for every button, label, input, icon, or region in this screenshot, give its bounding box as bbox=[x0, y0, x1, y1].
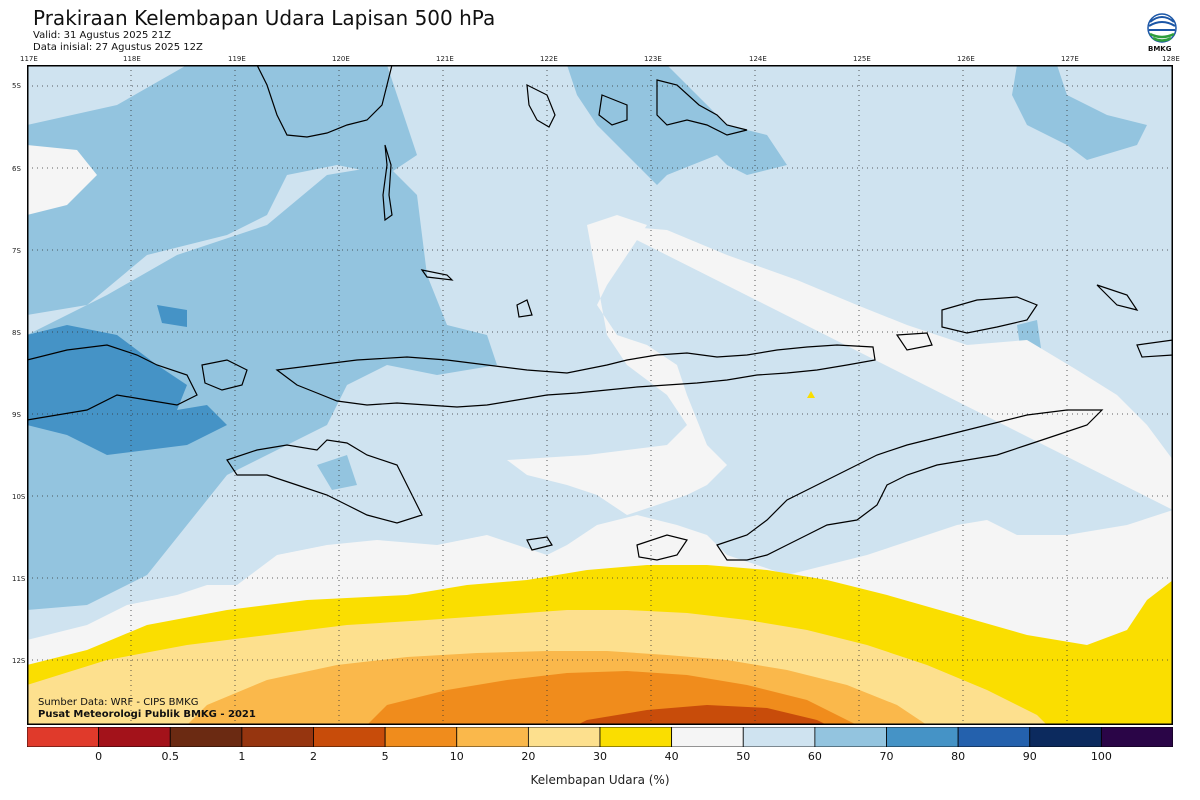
colorbar-tick-label: 100 bbox=[1090, 750, 1112, 763]
colorbar-tick-label: 0 bbox=[95, 750, 103, 763]
humidity-zone-60-70 bbox=[1012, 65, 1147, 160]
timor-island bbox=[716, 409, 1104, 561]
lat-label: 11S bbox=[12, 575, 26, 583]
lon-label: 128E bbox=[1162, 55, 1180, 63]
colorbar-swatch bbox=[742, 727, 816, 747]
lat-label: 8S bbox=[12, 329, 21, 337]
humidity-zone-40-50 bbox=[27, 145, 97, 215]
colorbar-tick-label: 80 bbox=[951, 750, 966, 763]
grid-lines bbox=[27, 65, 1173, 725]
alor-island bbox=[895, 332, 933, 351]
colorbar-tick-label: 70 bbox=[879, 750, 894, 763]
lat-label: 7S bbox=[12, 247, 21, 255]
colorbar-swatch bbox=[384, 727, 458, 747]
colorbar-tick-label: 30 bbox=[593, 750, 607, 763]
colorbar-swatch bbox=[169, 727, 243, 747]
marker-triangle bbox=[807, 391, 815, 398]
colorbar-tick-label: 50 bbox=[736, 750, 751, 763]
lat-label: 6S bbox=[12, 165, 21, 173]
colorbar-tick-label: 90 bbox=[1022, 750, 1037, 763]
org-credit: Pusat Meteorologi Publik BMKG - 2021 bbox=[38, 709, 256, 720]
lon-label: 122E bbox=[540, 55, 558, 63]
small-islands bbox=[420, 269, 1173, 358]
lat-label: 9S bbox=[12, 411, 21, 419]
colorbar-tick-label: 10 bbox=[449, 750, 464, 763]
colorbar-swatch bbox=[313, 727, 386, 747]
colorbar-swatch bbox=[527, 727, 601, 747]
lon-label: 117E bbox=[20, 55, 38, 63]
coastlines bbox=[27, 65, 1173, 561]
map-frame bbox=[27, 65, 1173, 725]
lon-label: 120E bbox=[332, 55, 350, 63]
colorbar-swatch bbox=[599, 727, 673, 747]
init-time: Data inisial: 27 Agustus 2025 12Z bbox=[33, 42, 203, 53]
humidity-zone-70-80 bbox=[27, 325, 227, 455]
source-credit: Sumber Data: WRF - CIPS BMKG bbox=[38, 697, 199, 708]
humidity-zone-60-70 bbox=[27, 65, 417, 315]
colorbar bbox=[27, 727, 1173, 747]
lon-label: 118E bbox=[123, 55, 141, 63]
lon-label: 123E bbox=[644, 55, 662, 63]
colorbar-swatch bbox=[27, 727, 100, 747]
lon-label: 124E bbox=[749, 55, 767, 63]
colorbar-swatch bbox=[241, 727, 314, 747]
map-title: Prakiraan Kelembapan Udara Lapisan 500 h… bbox=[33, 6, 496, 30]
colorbar-swatch bbox=[671, 727, 744, 747]
bmkg-logo bbox=[1147, 13, 1177, 43]
humidity-zone-2-5 bbox=[577, 705, 827, 725]
colorbar-swatch bbox=[1029, 727, 1102, 747]
savu-island bbox=[526, 536, 553, 551]
wetar-island bbox=[941, 296, 1038, 334]
humidity-zone-40-50 bbox=[507, 215, 727, 515]
humidity-zone-40-50 bbox=[27, 225, 1173, 705]
colorbar-tick-label: 5 bbox=[381, 750, 389, 763]
colorbar-swatch bbox=[1100, 727, 1173, 747]
colorbar-tick-label: 2 bbox=[310, 750, 317, 763]
humidity-zone-70-80 bbox=[157, 305, 187, 327]
banda-islands bbox=[656, 79, 748, 136]
lat-label: 5S bbox=[12, 82, 21, 90]
buton-island bbox=[526, 83, 556, 128]
rote-island bbox=[636, 534, 688, 561]
colorbar-title: Kelembapan Udara (%) bbox=[530, 773, 670, 787]
selayar-island bbox=[382, 144, 393, 222]
humidity-zone-60-70 bbox=[567, 65, 787, 185]
colorbar-swatch bbox=[98, 727, 171, 747]
lon-label: 119E bbox=[228, 55, 246, 63]
colorbar-tick-label: 20 bbox=[521, 750, 536, 763]
humidity-zone-60-70 bbox=[27, 165, 497, 610]
flores-coast bbox=[275, 344, 876, 408]
lon-label: 127E bbox=[1061, 55, 1079, 63]
colorbar-tick-label: 60 bbox=[807, 750, 822, 763]
humidity-zone-60-70 bbox=[317, 455, 357, 490]
sumba-island bbox=[226, 439, 423, 524]
lon-label: 125E bbox=[853, 55, 871, 63]
colorbar-tick-label: 0.5 bbox=[161, 750, 180, 763]
lon-label: 121E bbox=[436, 55, 454, 63]
logo-text: BMKG bbox=[1148, 45, 1172, 53]
sulawesi-coast bbox=[256, 65, 393, 138]
lon-label: 126E bbox=[957, 55, 975, 63]
colorbar-tick-label: 40 bbox=[664, 750, 679, 763]
lat-label: 10S bbox=[12, 493, 26, 501]
humidity-map bbox=[27, 65, 1173, 725]
valid-time: Valid: 31 Agustus 2025 21Z bbox=[33, 30, 172, 41]
colorbar-tick-label: 1 bbox=[238, 750, 246, 763]
colorbar-swatch bbox=[814, 727, 887, 747]
lat-label: 12S bbox=[12, 657, 26, 665]
colorbar-swatch bbox=[957, 727, 1031, 747]
colorbar-swatch bbox=[456, 727, 529, 747]
colorbar-swatch bbox=[886, 727, 959, 747]
buru-island bbox=[598, 94, 628, 126]
lombok-coast bbox=[201, 359, 248, 391]
sumbawa-coast bbox=[27, 344, 198, 421]
